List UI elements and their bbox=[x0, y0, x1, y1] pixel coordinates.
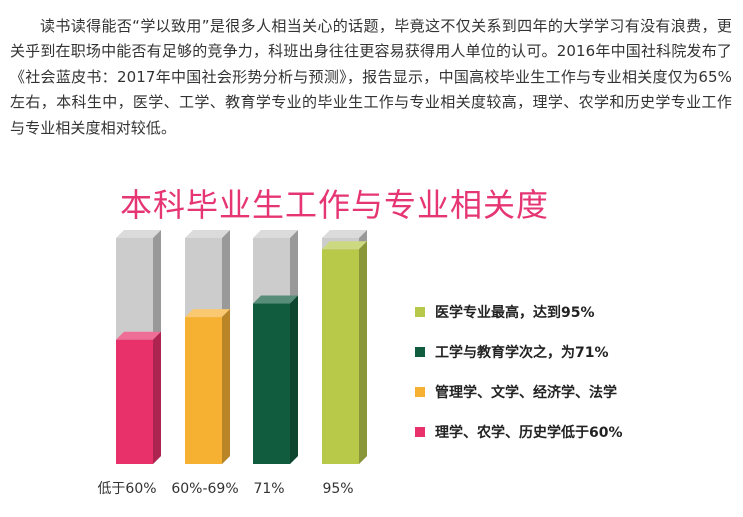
legend-swatch-1 bbox=[415, 347, 425, 357]
legend-label-0: 医学专业最高，达到95% bbox=[435, 304, 595, 321]
category-label-3: 95% bbox=[322, 481, 353, 497]
bar-top-1 bbox=[185, 309, 230, 318]
chart-title: 本科毕业生工作与专业相关度 bbox=[120, 186, 550, 224]
bar-background-top-1 bbox=[185, 230, 230, 238]
legend-swatch-0 bbox=[415, 307, 425, 317]
bar-front-0 bbox=[116, 339, 153, 464]
bar-side-3 bbox=[359, 241, 367, 464]
bar-top-2 bbox=[253, 295, 298, 304]
bar-top-0 bbox=[116, 331, 161, 340]
legend-label-1: 工学与教育学次之，为71% bbox=[435, 344, 609, 361]
bar-background-top-3 bbox=[322, 230, 367, 238]
bar-front-1 bbox=[185, 317, 222, 464]
bar-side-1 bbox=[222, 309, 230, 464]
bar-side-2 bbox=[290, 295, 298, 464]
bar-side-0 bbox=[153, 331, 161, 464]
category-label-2: 71% bbox=[253, 481, 284, 497]
category-label-0: 低于60% bbox=[97, 481, 156, 497]
bar-top-3 bbox=[322, 241, 367, 250]
legend-swatch-2 bbox=[415, 387, 425, 397]
bar-front-3 bbox=[322, 249, 359, 464]
bar-background-top-2 bbox=[253, 230, 298, 238]
category-label-1: 60%-69% bbox=[171, 481, 238, 497]
legend-swatch-3 bbox=[415, 427, 425, 437]
legend-label-3: 理学、农学、历史学低于60% bbox=[435, 424, 623, 441]
legend-label-2: 管理学、文学、经济学、法学 bbox=[435, 384, 617, 401]
bar-background-top-0 bbox=[116, 230, 161, 238]
bar-front-2 bbox=[253, 303, 290, 464]
article-paragraph: 读书读得能否“学以致用”是很多人相当关心的话题，毕竟这不仅关系到四年的大学学习有… bbox=[10, 17, 732, 137]
